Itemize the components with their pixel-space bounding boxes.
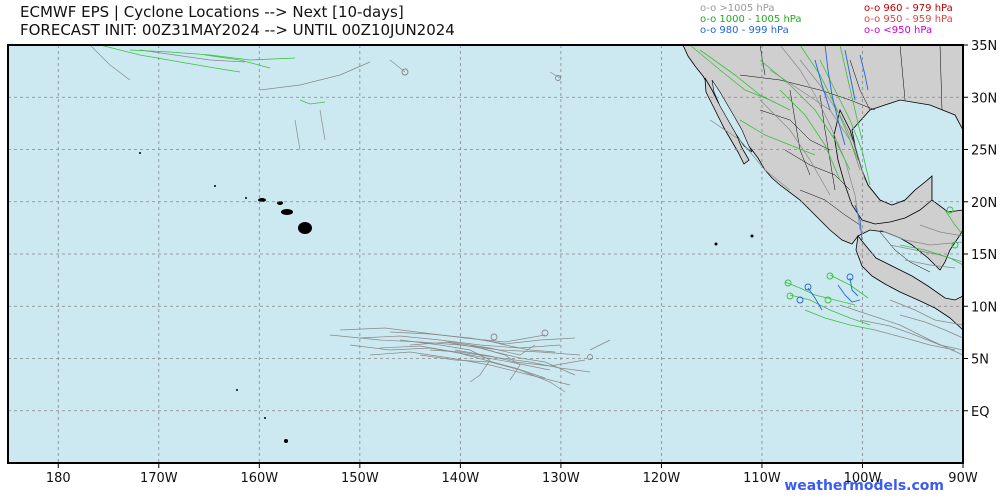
track-genesis-markers [401, 68, 959, 360]
forecast-init-line: FORECAST INIT: 00Z31MAY2024 --> UNTIL 00… [20, 21, 455, 39]
gulf-of-california [711, 79, 753, 153]
map-axes: 180 170W 160W 150W 140W 130W 120W 110W 100W 90W 35… [46, 39, 997, 486]
legend-item-1000-1005: o-o 1000 - 1005 hPa [700, 14, 802, 25]
hawaii-islands [139, 152, 754, 443]
lon-label: 140W [442, 471, 480, 486]
legend-item-lt950: o-o <950 hPa [864, 25, 933, 36]
legend-item-960-979: o-o 960 - 979 hPa [864, 3, 953, 14]
legend-item-gt1005: o-o >1005 hPa [700, 3, 775, 14]
legend-low-intensity: o-o >1005 hPa o-o 1000 - 1005 hPa o-o 98… [700, 3, 801, 36]
lat-label: 35N [971, 39, 997, 54]
lat-label: 20N [971, 196, 997, 211]
lat-label: EQ [971, 405, 989, 420]
lon-label: 130W [542, 471, 580, 486]
chart-title: ECMWF EPS | Cyclone Locations --> Next [… [20, 3, 404, 21]
lat-label: 30N [971, 91, 997, 106]
tracks-980-999 [807, 44, 869, 311]
lat-label: 15N [971, 248, 997, 263]
lon-label: 150W [341, 471, 379, 486]
lon-label: 170W [140, 471, 178, 486]
tracks-1000-1005 [99, 44, 964, 331]
site-credit[interactable]: weathermodels.com [784, 478, 944, 494]
lat-label: 25N [971, 144, 997, 159]
lon-label: 100W [844, 471, 882, 486]
tracks-gt1005 [89, 44, 964, 393]
lon-label: 110W [743, 471, 781, 486]
lon-label: 160W [240, 471, 278, 486]
legend-item-950-959: o-o 950 - 959 hPa [864, 14, 953, 25]
legend-item-980-999: o-o 980 - 999 hPa [700, 25, 789, 36]
lon-label: 90W [948, 471, 978, 486]
lon-label: 180 [46, 471, 71, 486]
lon-label: 120W [643, 471, 681, 486]
lat-label: 5N [971, 353, 989, 368]
lat-label: 10N [971, 300, 997, 315]
land-north-america [682, 44, 964, 331]
legend-high-intensity: o-o 960 - 979 hPa o-o 950 - 959 hPa o-o … [864, 3, 953, 36]
